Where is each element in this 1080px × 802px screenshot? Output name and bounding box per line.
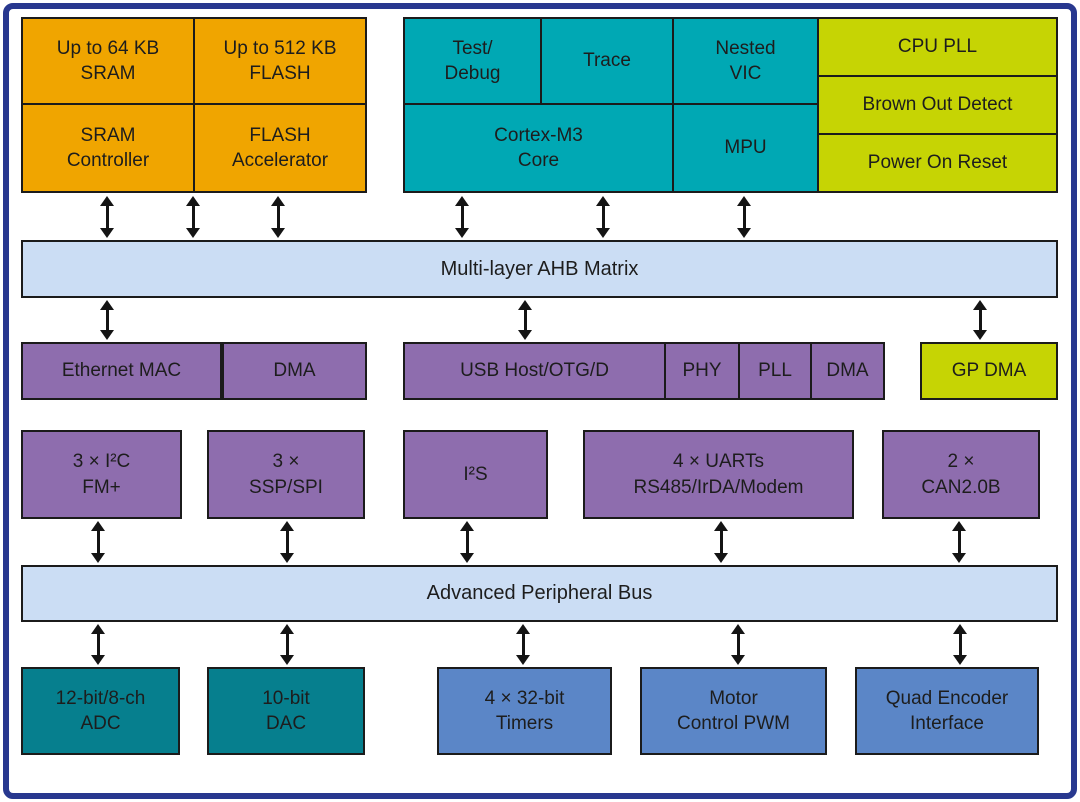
- double-arrow-icon: [99, 196, 115, 238]
- block-label: PHY: [682, 360, 722, 382]
- block-quad-encoder: Quad Encoder Interface: [855, 667, 1039, 755]
- block-label: Core: [517, 150, 560, 171]
- block-mpu: MPU: [672, 103, 819, 193]
- block-ssp-spi: 3 × SSP/SPI: [207, 430, 365, 519]
- block-label: CPU PLL: [897, 36, 978, 58]
- block-label: Test/: [452, 37, 493, 59]
- block-usb-dma: DMA: [810, 342, 885, 400]
- block-label: SRAM: [80, 124, 136, 146]
- block-label: FM+: [82, 476, 121, 498]
- double-arrow-icon: [972, 300, 988, 340]
- block-label: Controller: [66, 150, 150, 171]
- block-label: Debug: [444, 63, 501, 84]
- double-arrow-icon: [459, 521, 475, 563]
- block-motor-pwm: Motor Control PWM: [640, 667, 827, 755]
- block-dac: 10-bit DAC: [207, 667, 365, 755]
- block-uarts: 4 × UARTs RS485/IrDA/Modem: [583, 430, 854, 519]
- block-flash-accelerator: FLASH Accelerator: [193, 103, 367, 193]
- block-label: Timers: [495, 713, 554, 734]
- block-label: Brown Out Detect: [862, 94, 1013, 116]
- block-label: MPU: [724, 137, 767, 159]
- block-label: DMA: [273, 360, 316, 382]
- block-power-on-reset: Power On Reset: [817, 133, 1058, 193]
- block-label: Control PWM: [677, 713, 790, 734]
- apb-bus: Advanced Peripheral Bus: [21, 565, 1058, 622]
- block-label: DAC: [265, 713, 307, 734]
- block-label: PLL: [758, 360, 792, 382]
- block-test-debug: Test/ Debug: [403, 17, 542, 105]
- block-flash: Up to 512 KB FLASH: [193, 17, 367, 105]
- double-arrow-icon: [270, 196, 286, 238]
- block-label: VIC: [729, 63, 762, 84]
- block-label: SSP/SPI: [249, 476, 323, 498]
- block-sram-controller: SRAM Controller: [21, 103, 195, 193]
- block-label: Accelerator: [231, 150, 329, 171]
- block-cortex-m3-core: Cortex-M3 Core: [403, 103, 674, 193]
- bus-label: Advanced Peripheral Bus: [426, 582, 653, 605]
- block-cpu-pll: CPU PLL: [817, 17, 1058, 77]
- block-label: 2 ×: [947, 451, 975, 473]
- double-arrow-icon: [279, 624, 295, 665]
- double-arrow-icon: [713, 521, 729, 563]
- double-arrow-icon: [736, 196, 752, 238]
- block-sram: Up to 64 KB SRAM: [21, 17, 195, 105]
- block-label: FLASH: [249, 63, 311, 84]
- double-arrow-icon: [730, 624, 746, 665]
- double-arrow-icon: [454, 196, 470, 238]
- block-label: FLASH: [249, 124, 311, 146]
- ahb-matrix-bus: Multi-layer AHB Matrix: [21, 240, 1058, 298]
- block-usb-pll: PLL: [738, 342, 812, 400]
- double-arrow-icon: [595, 196, 611, 238]
- block-label: Up to 512 KB: [223, 37, 337, 59]
- block-label: USB Host/OTG/D: [460, 360, 609, 382]
- double-arrow-icon: [952, 624, 968, 665]
- double-arrow-icon: [515, 624, 531, 665]
- block-i2c: 3 × I²C FM+: [21, 430, 182, 519]
- block-nested-vic: Nested VIC: [672, 17, 819, 105]
- block-label: RS485/IrDA/Modem: [633, 476, 804, 498]
- block-label: 4 × UARTs: [673, 451, 764, 473]
- block-label: Power On Reset: [867, 152, 1008, 174]
- block-ethernet-dma: DMA: [222, 342, 367, 400]
- block-label: Trace: [583, 50, 631, 72]
- block-label: 10-bit: [262, 687, 310, 709]
- block-label: I²S: [463, 463, 488, 485]
- block-label: GP DMA: [951, 360, 1027, 382]
- block-ethernet-mac: Ethernet MAC: [21, 342, 222, 400]
- block-brown-out-detect: Brown Out Detect: [817, 75, 1058, 135]
- block-label: Ethernet MAC: [61, 360, 182, 382]
- block-adc: 12-bit/8-ch ADC: [21, 667, 180, 755]
- block-label: CAN2.0B: [921, 476, 1001, 498]
- block-label: Quad Encoder: [885, 687, 1009, 709]
- block-trace: Trace: [540, 17, 674, 105]
- block-label: 3 ×: [272, 451, 300, 473]
- double-arrow-icon: [951, 521, 967, 563]
- double-arrow-icon: [517, 300, 533, 340]
- bus-label: Multi-layer AHB Matrix: [440, 257, 639, 280]
- block-usb-host: USB Host/OTG/D: [403, 342, 666, 400]
- double-arrow-icon: [99, 300, 115, 340]
- block-label: Cortex-M3: [494, 124, 583, 146]
- double-arrow-icon: [90, 521, 106, 563]
- double-arrow-icon: [90, 624, 106, 665]
- block-timers: 4 × 32-bit Timers: [437, 667, 612, 755]
- block-label: 4 × 32-bit: [484, 687, 565, 709]
- block-i2s: I²S: [403, 430, 548, 519]
- block-label: Up to 64 KB: [56, 37, 160, 59]
- block-label: SRAM: [80, 63, 136, 84]
- block-can: 2 × CAN2.0B: [882, 430, 1040, 519]
- block-label: 12-bit/8-ch: [55, 687, 146, 709]
- block-label: Nested: [715, 37, 776, 59]
- block-label: Interface: [910, 713, 984, 734]
- block-label: DMA: [826, 360, 869, 382]
- block-usb-phy: PHY: [664, 342, 740, 400]
- double-arrow-icon: [185, 196, 201, 238]
- block-label: ADC: [80, 713, 121, 734]
- block-gp-dma: GP DMA: [920, 342, 1058, 400]
- double-arrow-icon: [279, 521, 295, 563]
- block-label: 3 × I²C: [72, 451, 131, 473]
- block-label: Motor: [709, 687, 758, 709]
